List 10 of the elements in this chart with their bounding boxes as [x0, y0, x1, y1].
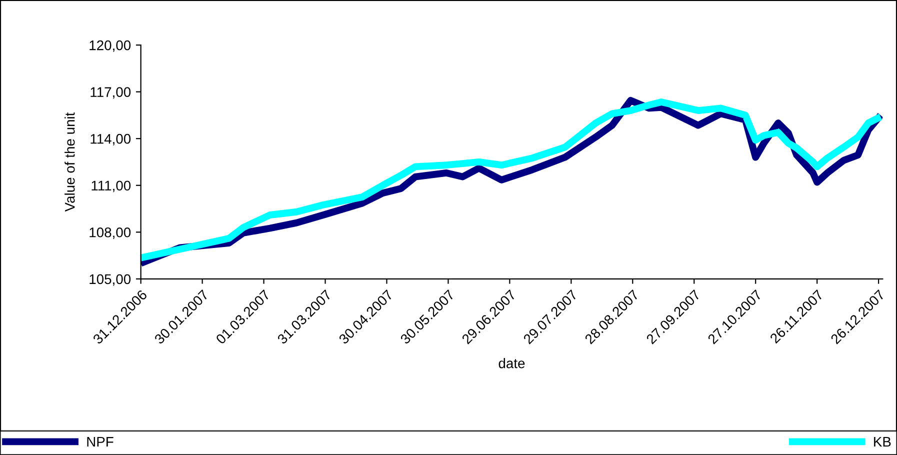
y-tick-label: 117,00 — [90, 87, 131, 99]
y-tick-label: 114,00 — [90, 134, 131, 146]
legend-label: KB — [874, 437, 891, 447]
x-axis-title: date — [498, 358, 525, 368]
y-tick-label: 111,00 — [92, 180, 131, 192]
y-tick-label: 120,00 — [90, 40, 131, 52]
y-tick-label: 108,00 — [90, 227, 131, 239]
y-tick-label: 105,00 — [90, 274, 131, 286]
y-axis-title: Value of the unit — [64, 112, 75, 212]
legend-label: NPF — [87, 437, 114, 447]
